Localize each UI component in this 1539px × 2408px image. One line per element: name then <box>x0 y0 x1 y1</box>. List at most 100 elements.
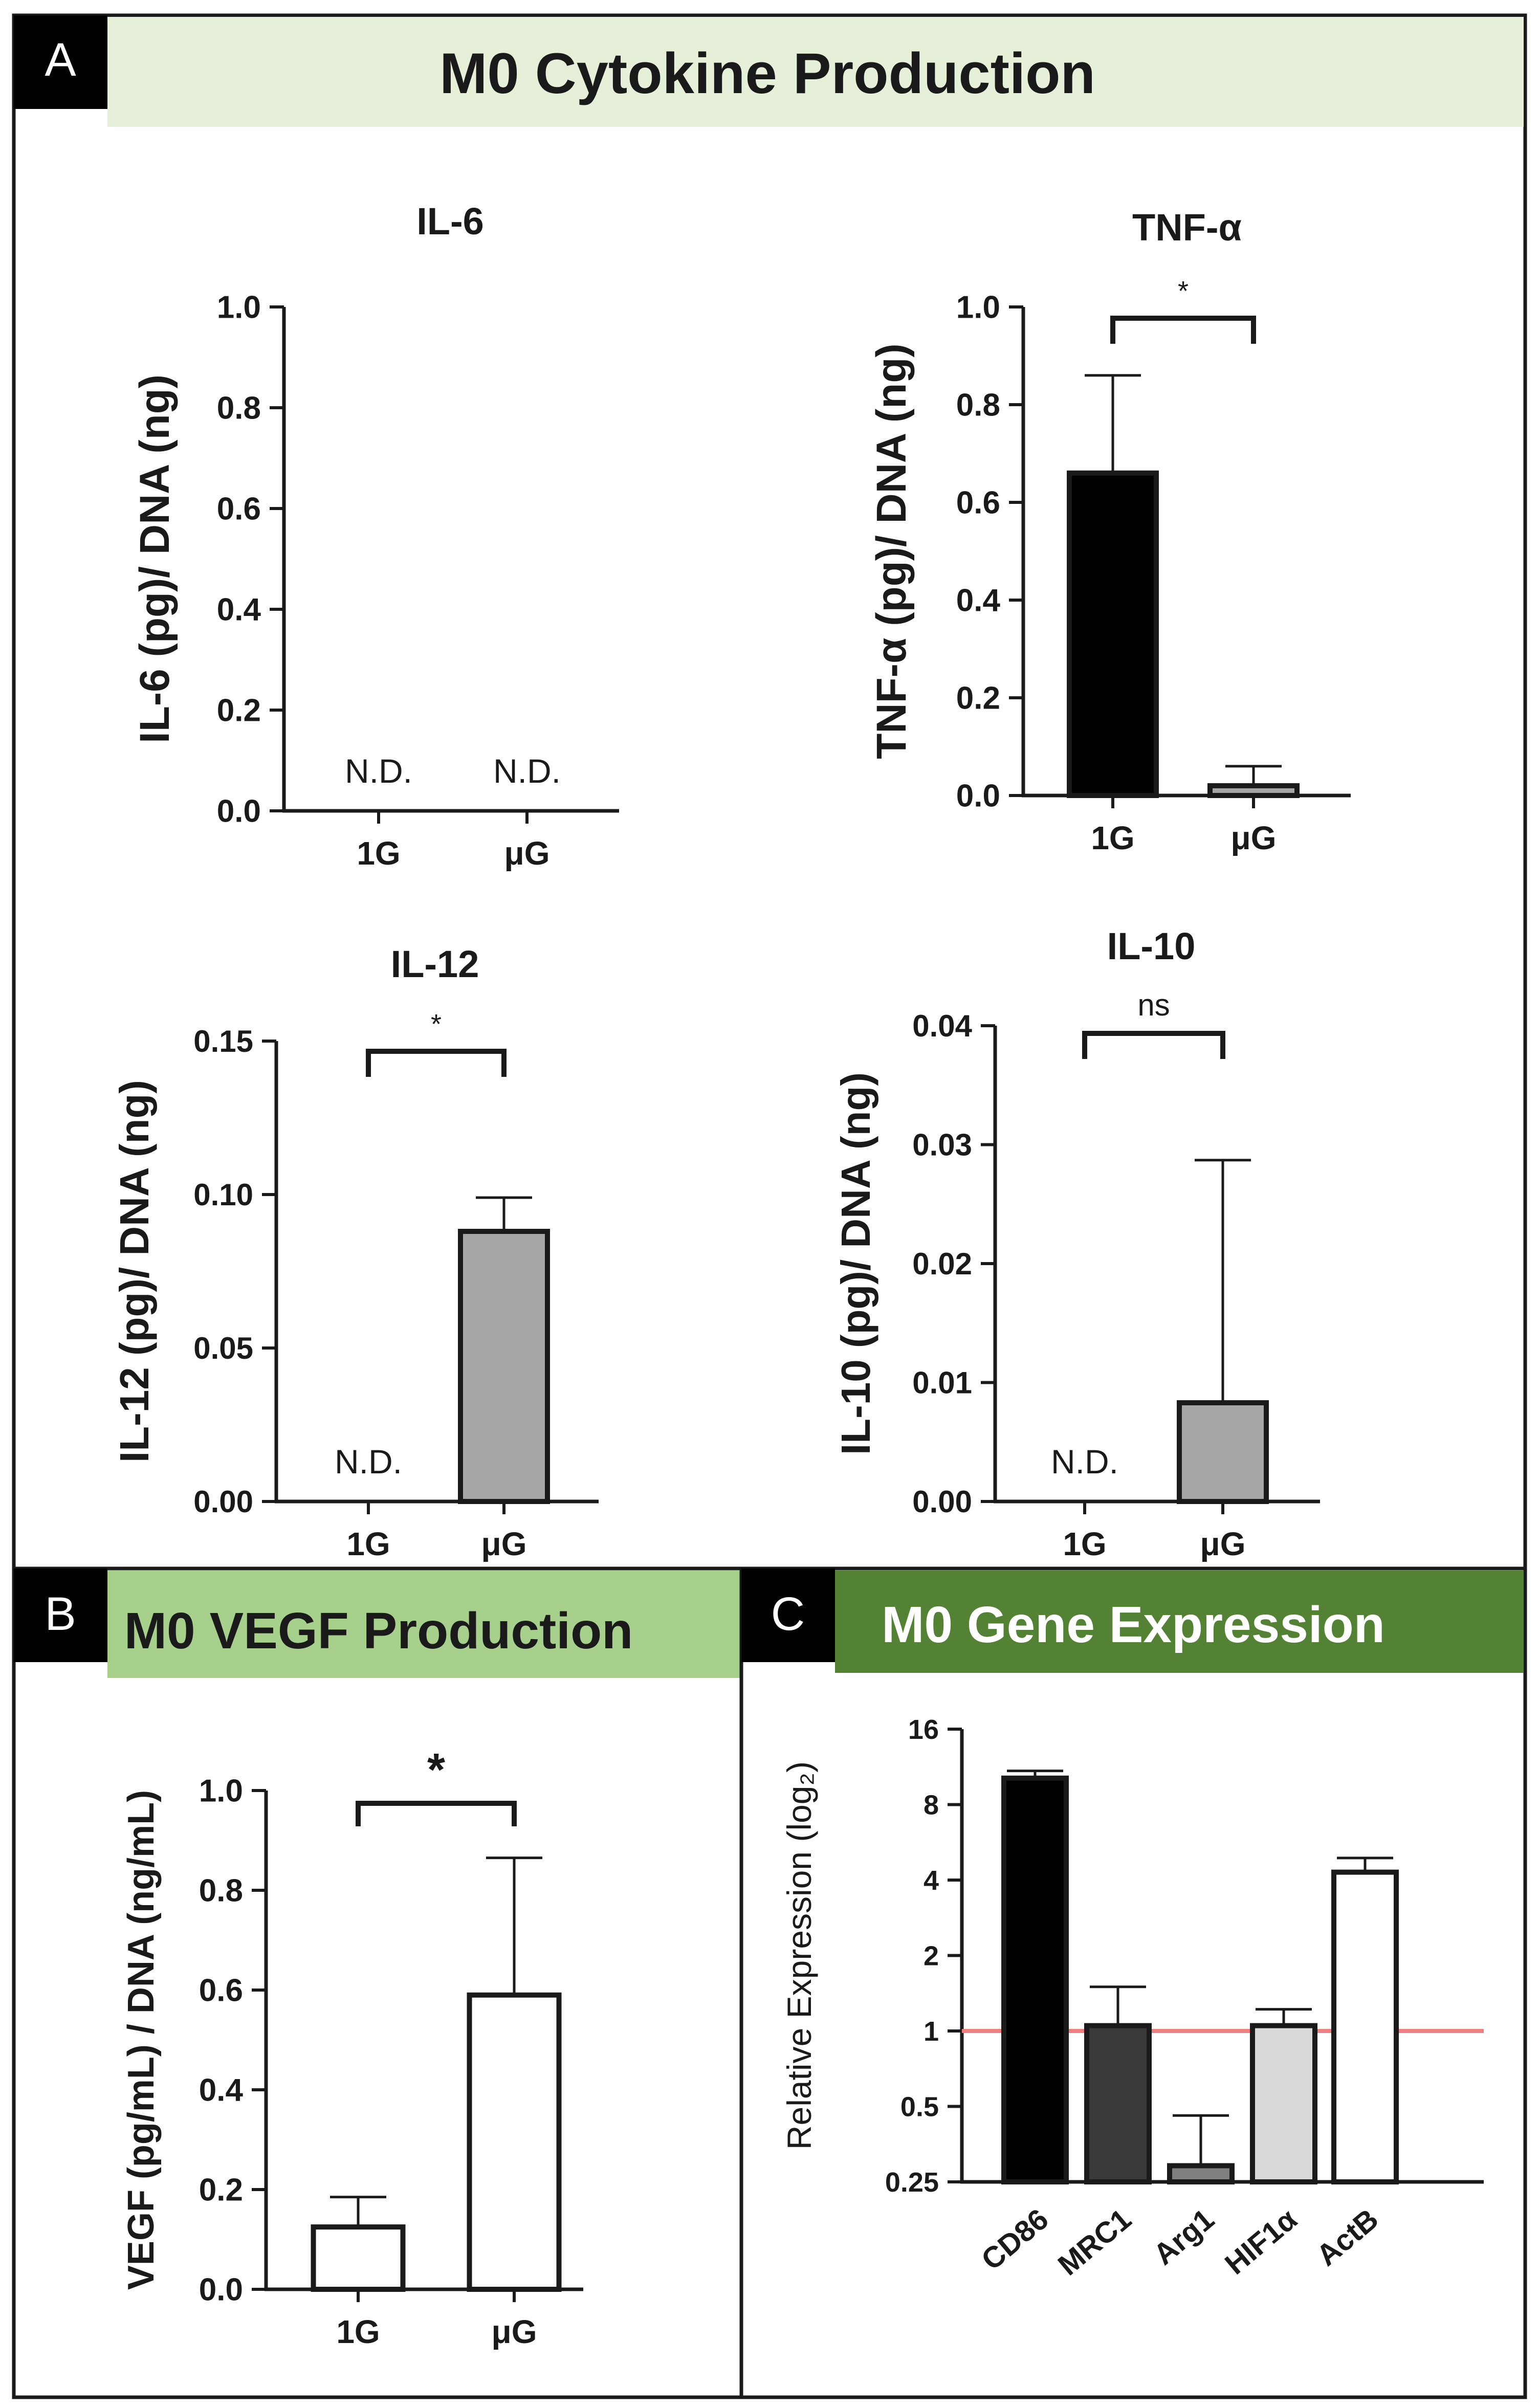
bar-g <box>467 1992 562 2292</box>
y-tick-label: 16 <box>908 1714 939 1745</box>
y-tick-label: 0.10 <box>193 1178 253 1212</box>
panel-c-header: M0 Gene Expression <box>882 1596 1385 1653</box>
y-tick-label: 0.0 <box>956 779 1000 814</box>
chart-title: IL-6 <box>416 200 484 242</box>
nd-label: N.D. <box>335 1443 402 1481</box>
chart-il12: IL-12 0.00 0.05 0.10 0.15 IL-12 (pg)/ DNA (ng… <box>112 943 599 1562</box>
y-tick-label: 0.2 <box>199 2173 243 2208</box>
x-tick-label: μG <box>492 2313 537 2350</box>
y-tick-label: 0.15 <box>193 1024 253 1058</box>
panel-c: C M0 Gene Expression <box>739 1566 1527 2399</box>
y-tick-label: 0.4 <box>956 583 1001 618</box>
panel-b-letter-box <box>14 1568 107 1662</box>
chart-vegf: 0.0 0.2 0.4 0.6 0.8 1.0 VEGF (pg/mL) / DNA (ng… <box>121 1744 583 2350</box>
significance-bracket <box>1082 1031 1225 1059</box>
significance-bracket <box>366 1049 507 1077</box>
y-tick-label: 2 <box>924 1940 939 1971</box>
y-tick-label: 0.4 <box>199 2073 244 2108</box>
y-tick-label: 0.8 <box>217 391 261 426</box>
panel-c-letter: C <box>771 1588 805 1640</box>
x-tick-label: 1G <box>1091 820 1134 856</box>
y-tick-label: 0.0 <box>217 794 261 829</box>
x-tick-label: 1G <box>1063 1526 1106 1562</box>
y-tick-label: 0.04 <box>912 1009 972 1043</box>
bar-1g <box>311 2224 406 2292</box>
y-tick-label: 0.6 <box>199 1973 243 2008</box>
y-tick-label: 0.0 <box>199 2272 243 2308</box>
chart-tnfa: TNF-α 0.0 0.2 0.4 0.6 0.8 1.0 TNF-α (pg)/ DNA (… <box>868 206 1351 856</box>
y-tick-label: 8 <box>924 1790 939 1820</box>
panel-c-header-bar <box>835 1571 1524 1673</box>
x-tick-label: 1G <box>357 835 400 872</box>
x-tick-label: 1G <box>346 1526 390 1562</box>
y-tick-label: 0.2 <box>217 693 261 728</box>
y-tick-label: 0.25 <box>885 2167 939 2198</box>
y-tick-label: 0.2 <box>956 681 1000 716</box>
significance-label: ns <box>1137 988 1170 1022</box>
y-tick-label: 0.01 <box>912 1366 972 1400</box>
nd-label: N.D. <box>493 752 561 790</box>
panel-a-letter-box <box>14 15 107 109</box>
y-tick-label: 0.4 <box>217 592 261 628</box>
x-tick-label: 1G <box>336 2313 380 2350</box>
panel-a: A M0 Cytokine Production <box>12 13 1527 1571</box>
panel-c-frame <box>739 1566 1527 2399</box>
y-axis-title: Relative Expression (log₂) <box>780 1761 818 2150</box>
bar-1g <box>1067 470 1159 798</box>
significance-bracket <box>1110 316 1256 344</box>
y-tick-label: 1.0 <box>956 290 1000 325</box>
y-tick-label: 0.6 <box>217 492 261 527</box>
chart-title: TNF-α <box>1132 206 1242 249</box>
charts: IL-6 0.0 0.2 0.4 0.6 0.8 1.0 IL-6 (pg)/ DNA (ng… <box>112 200 1484 2350</box>
y-axis-title: IL-10 (pg)/ DNA (ng) <box>833 1072 878 1455</box>
x-tick-label: μG <box>1200 1526 1246 1562</box>
y-tick-label: 0.8 <box>199 1873 243 1909</box>
panel-b: B M0 VEGF Production <box>12 1566 743 2399</box>
panel-b-header: M0 VEGF Production <box>124 1602 633 1660</box>
significance-bracket <box>356 1801 517 1826</box>
y-tick-label: 0.6 <box>956 485 1000 521</box>
chart-title: IL-10 <box>1107 925 1196 967</box>
significance-label: * <box>427 1744 445 1796</box>
y-axis-title: IL-6 (pg)/ DNA (ng) <box>131 374 178 743</box>
y-tick-label: 0.5 <box>900 2091 939 2122</box>
panel-b-header-bar <box>107 1571 740 1678</box>
y-tick-label: 0.00 <box>193 1485 253 1519</box>
y-axis-title: IL-12 (pg)/ DNA (ng) <box>112 1080 157 1463</box>
x-tick-label: μG <box>481 1526 527 1562</box>
bar-hif1 <box>1250 2023 1317 2185</box>
y-axis-title: TNF-α (pg)/ DNA (ng) <box>868 343 915 759</box>
y-tick-label: 4 <box>924 1865 939 1896</box>
panel-a-header: M0 Cytokine Production <box>439 41 1095 105</box>
y-tick-label: 0.03 <box>912 1128 972 1162</box>
nd-label: N.D. <box>1051 1443 1118 1481</box>
y-tick-label: 0.05 <box>193 1331 253 1365</box>
panel-c-letter-box <box>741 1568 835 1662</box>
chart-title: IL-12 <box>391 943 479 985</box>
significance-label: * <box>1178 276 1189 306</box>
y-tick-label: 1.0 <box>217 290 261 325</box>
nd-label: N.D. <box>345 752 412 790</box>
bar-mrc1 <box>1084 2023 1152 2185</box>
y-tick-label: 1 <box>924 2016 939 2047</box>
bar-arg1 <box>1167 2163 1235 2184</box>
panel-a-header-bar <box>107 17 1524 127</box>
panel-a-letter: A <box>45 34 76 86</box>
chart-il10: IL-10 0.00 0.01 0.02 0.03 0.04 IL-10 (pg)/ DNA… <box>833 925 1320 1562</box>
bar-actb <box>1331 1869 1399 2184</box>
bar-g <box>1207 783 1300 799</box>
panel-b-letter: B <box>45 1588 76 1640</box>
bar-g <box>1177 1400 1269 1504</box>
y-tick-label: 0.8 <box>956 388 1000 423</box>
significance-label: * <box>431 1009 442 1040</box>
y-axis-title: VEGF (pg/mL) / DNA (ng/mL) <box>121 1790 162 2290</box>
x-tick-label: μG <box>1231 820 1277 856</box>
chart-il6: IL-6 0.0 0.2 0.4 0.6 0.8 1.0 IL-6 (pg)/ DNA (ng… <box>131 200 619 872</box>
y-tick-label: 0.02 <box>912 1247 972 1281</box>
y-tick-label: 0.00 <box>912 1485 972 1519</box>
x-tick-label: μG <box>504 835 550 872</box>
bar-cd86 <box>1001 1775 1069 2185</box>
y-tick-label: 1.0 <box>199 1774 243 1809</box>
bar-g <box>458 1229 550 1504</box>
